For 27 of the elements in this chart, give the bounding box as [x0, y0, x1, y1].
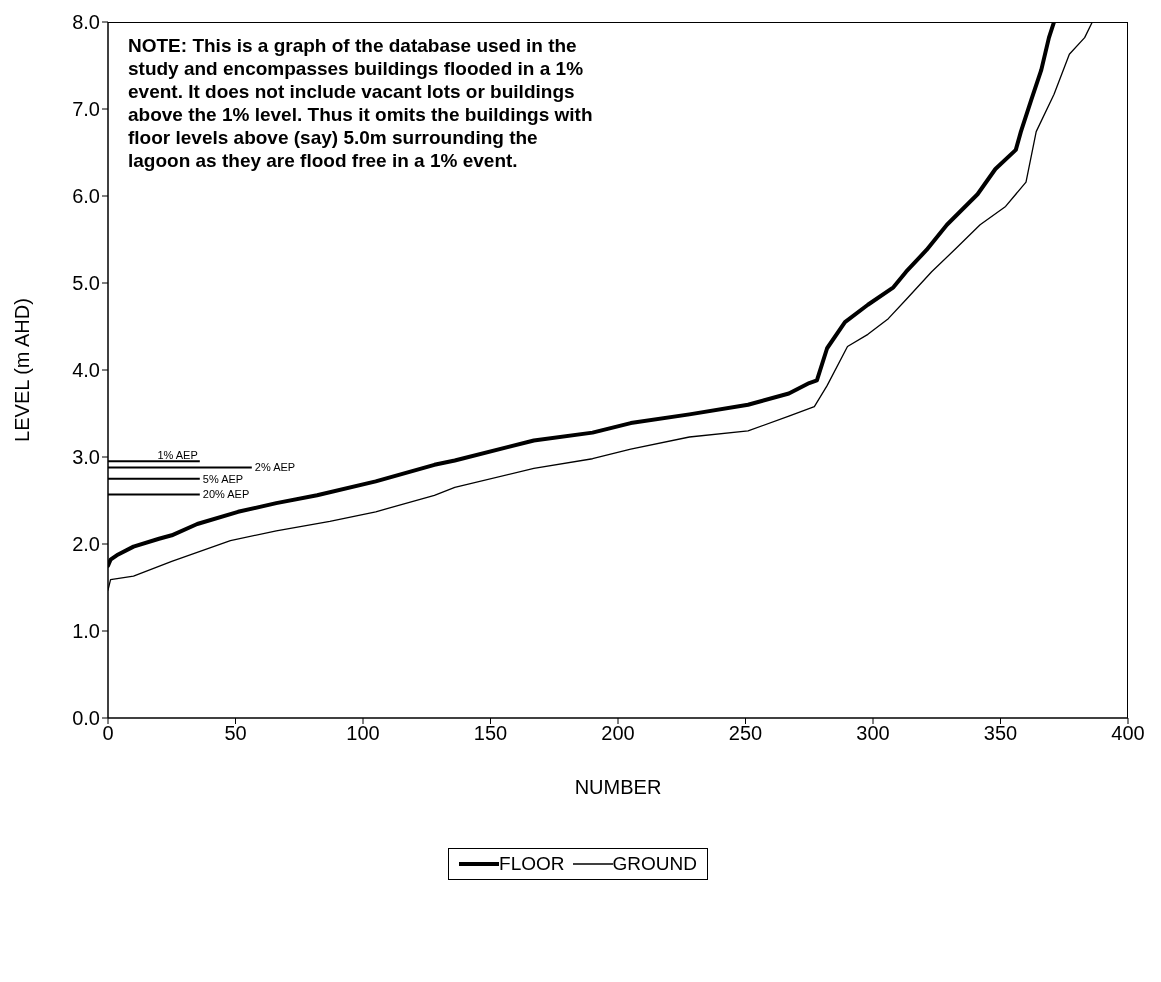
legend-label: GROUND: [612, 853, 697, 875]
ref-line-label: 2% AEP: [254, 461, 296, 474]
y-axis-title: LEVEL (m AHD): [11, 298, 34, 442]
annotation: NOTE: This is a graph of the database used in the study and encompasses buildings flooded in a 1% event. It does not include vacant lots or buildings above the 1% level. Thus it omits the buildings with floor levels above (say) 5.0m surrounding the lagoon as they are flood free in a 1% event.: [128, 34, 594, 172]
ref-line-label: 5% AEP: [202, 472, 244, 485]
x-axis-title: NUMBER: [574, 776, 662, 798]
x-tick-label: 50: [224, 722, 247, 745]
legend-label: FLOOR: [499, 853, 565, 875]
y-tick-label: 5.0: [72, 272, 100, 295]
y-tick-label: 0.0: [72, 707, 100, 730]
x-tick-label: 100: [346, 722, 380, 745]
x-tick-label: 350: [983, 722, 1018, 745]
y-tick-label: 4.0: [72, 359, 100, 382]
y-tick-label: 1.0: [72, 620, 100, 643]
y-tick-label: 7.0: [72, 98, 100, 121]
x-tick-label: 200: [601, 722, 635, 745]
x-tick-label: 0: [102, 722, 114, 745]
y-tick-label: 3.0: [72, 446, 100, 469]
x-tick-label: 300: [856, 722, 890, 745]
y-tick-label: 6.0: [72, 185, 100, 208]
ref-line-label: 1% AEP: [157, 449, 198, 462]
x-tick-label: 400: [1111, 722, 1145, 745]
x-tick-label: 150: [473, 722, 508, 745]
x-tick-label: 250: [728, 722, 763, 745]
ref-line-label: 20% AEP: [202, 488, 250, 501]
y-tick-label: 8.0: [72, 11, 100, 34]
y-tick-label: 2.0: [72, 533, 100, 556]
